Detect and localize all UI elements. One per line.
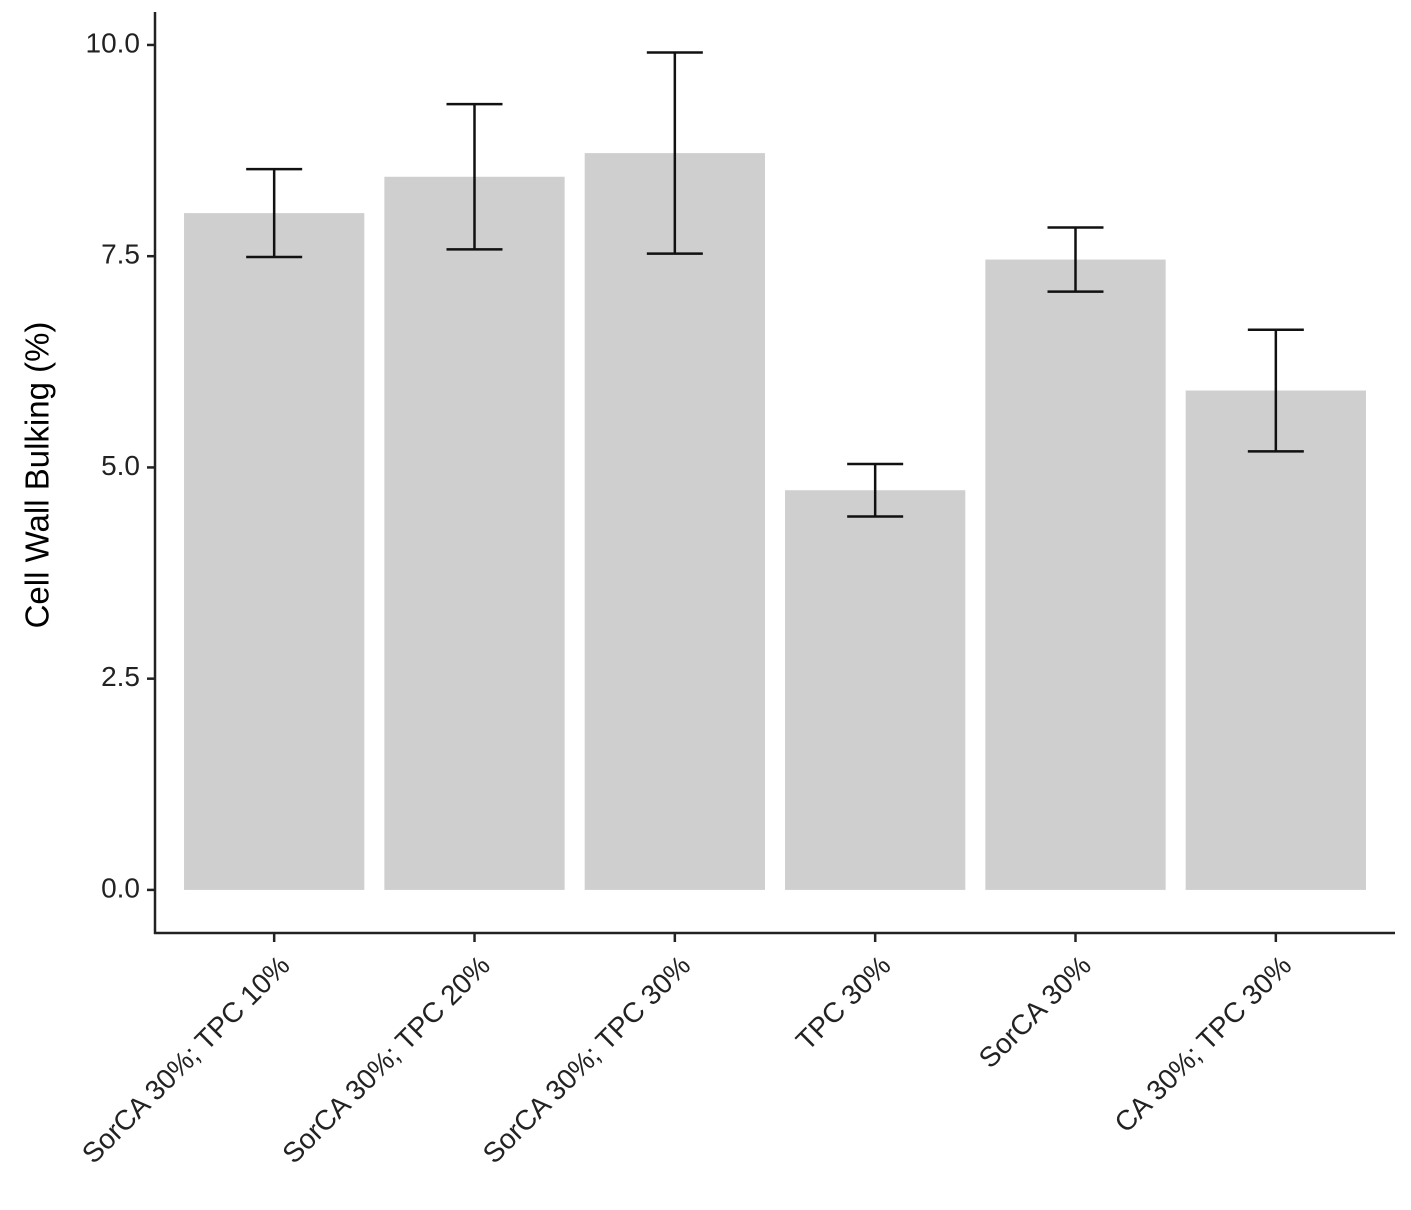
bar [1185,390,1366,890]
x-tick-label: SorCA 30% [973,950,1097,1074]
x-tick-label: TPC 30% [790,950,897,1057]
bar [384,176,565,890]
y-tick-label: 10.0 [86,27,141,58]
error-bar [847,462,904,518]
x-tick-label: SorCA 30%; TPC 10% [76,950,296,1170]
x-tick-label: SorCA 30%; TPC 30% [477,950,697,1170]
error-bar [1047,226,1104,293]
bar [584,153,765,890]
y-tick-label: 0.0 [101,872,140,903]
y-tick-label: 5.0 [101,450,140,481]
error-bar [1247,328,1304,453]
error-bar [246,167,303,259]
y-tick-label: 7.5 [101,239,140,270]
error-bar [446,102,503,251]
error-bar [646,51,703,255]
y-axis-label: Cell Wall Bulking (%) [19,322,56,629]
x-tick-label: CA 30%; TPC 30% [1108,950,1297,1139]
bar [184,213,365,890]
y-tick-label: 2.5 [101,661,140,692]
bar [785,490,966,890]
bar [985,259,1166,890]
x-tick-label: SorCA 30%; TPC 20% [276,950,496,1170]
